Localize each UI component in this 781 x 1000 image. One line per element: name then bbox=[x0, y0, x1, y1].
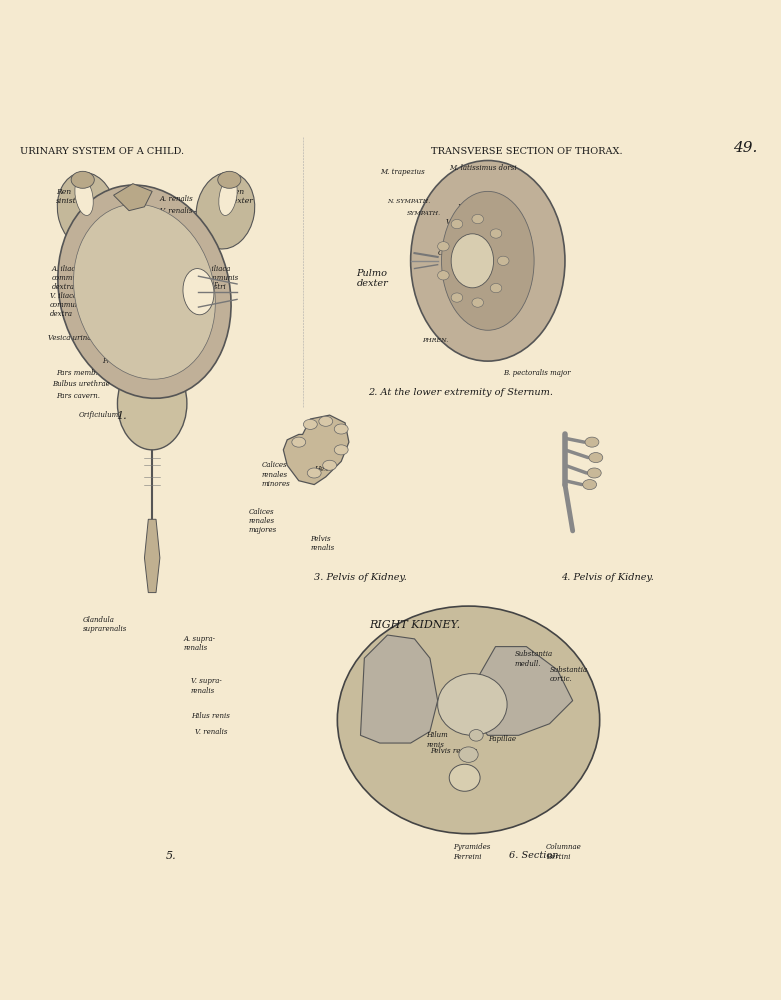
Text: V. renalis: V. renalis bbox=[194, 728, 227, 736]
Text: Bulbus urethrae: Bulbus urethrae bbox=[52, 380, 109, 388]
Polygon shape bbox=[465, 647, 572, 735]
Ellipse shape bbox=[218, 171, 241, 188]
Ellipse shape bbox=[196, 172, 255, 249]
Text: PHREN.: PHREN. bbox=[423, 338, 448, 343]
Ellipse shape bbox=[57, 172, 116, 249]
Text: Aort.: Aort. bbox=[453, 238, 471, 246]
Text: Calices
renales
minores: Calices renales minores bbox=[262, 461, 291, 488]
Text: Hilus renis: Hilus renis bbox=[191, 712, 230, 720]
Ellipse shape bbox=[437, 271, 449, 280]
Text: Pelvis
renalis: Pelvis renalis bbox=[310, 535, 334, 552]
Text: Pulmo
dexter: Pulmo dexter bbox=[357, 269, 388, 288]
Ellipse shape bbox=[469, 730, 483, 741]
Ellipse shape bbox=[583, 480, 597, 490]
Text: 49.: 49. bbox=[733, 141, 758, 155]
Text: A. supra-
renalis: A. supra- renalis bbox=[183, 635, 215, 652]
Text: 1.: 1. bbox=[116, 411, 127, 421]
Polygon shape bbox=[361, 635, 437, 743]
Text: 5.: 5. bbox=[166, 851, 177, 861]
Text: Art. pulmon.: Art. pulmon. bbox=[461, 284, 505, 292]
Text: Med.
cord.: Med. cord. bbox=[457, 203, 475, 220]
Text: A. renalis: A. renalis bbox=[160, 195, 194, 203]
Ellipse shape bbox=[459, 747, 478, 762]
Text: Prostate: Prostate bbox=[102, 357, 132, 365]
Text: Vesica urinaria: Vesica urinaria bbox=[48, 334, 101, 342]
Text: 2. At the lower extremity of Sternum.: 2. At the lower extremity of Sternum. bbox=[369, 388, 553, 397]
Ellipse shape bbox=[587, 468, 601, 478]
Polygon shape bbox=[144, 519, 160, 593]
Text: Pars memb.: Pars memb. bbox=[55, 369, 98, 377]
Text: 6. Section: 6. Section bbox=[509, 851, 559, 860]
Ellipse shape bbox=[490, 283, 502, 293]
Polygon shape bbox=[284, 415, 349, 485]
Ellipse shape bbox=[303, 419, 317, 429]
Ellipse shape bbox=[411, 161, 565, 361]
Text: Oesoph.: Oesoph. bbox=[437, 249, 467, 257]
Ellipse shape bbox=[449, 764, 480, 791]
Text: N. SYMPATH.: N. SYMPATH. bbox=[387, 199, 431, 204]
Text: Orificiulum.: Orificiulum. bbox=[79, 411, 121, 419]
Ellipse shape bbox=[58, 185, 231, 398]
Text: Glandula
suprarenalis: Glandula suprarenalis bbox=[83, 616, 127, 633]
Text: Hilum
renis: Hilum renis bbox=[426, 731, 448, 749]
Text: Ren
sinister: Ren sinister bbox=[55, 188, 84, 205]
Ellipse shape bbox=[319, 416, 333, 426]
Ellipse shape bbox=[451, 219, 462, 229]
Ellipse shape bbox=[437, 674, 507, 735]
Text: 4. Pelvis of Kidney.: 4. Pelvis of Kidney. bbox=[561, 573, 654, 582]
Text: A. iliaca
communis
dextra: A. iliaca communis dextra bbox=[52, 265, 88, 291]
Text: Papillae: Papillae bbox=[488, 735, 515, 743]
Ellipse shape bbox=[334, 445, 348, 455]
Text: Pulmo
sinister: Pulmo sinister bbox=[495, 257, 533, 276]
Text: V. supra-
renalis: V. supra- renalis bbox=[191, 677, 222, 695]
Text: Columnae
Bertini: Columnae Bertini bbox=[546, 843, 581, 861]
Ellipse shape bbox=[219, 177, 237, 215]
Ellipse shape bbox=[451, 293, 462, 302]
Ellipse shape bbox=[451, 234, 494, 288]
Text: M. trapezius: M. trapezius bbox=[380, 168, 425, 176]
Text: 3. Pelvis of Kidney.: 3. Pelvis of Kidney. bbox=[314, 573, 407, 582]
Ellipse shape bbox=[441, 191, 534, 330]
Ellipse shape bbox=[585, 437, 599, 447]
Ellipse shape bbox=[437, 242, 449, 251]
Polygon shape bbox=[113, 184, 152, 211]
Text: Pars cavern.: Pars cavern. bbox=[55, 392, 100, 400]
Text: Substantia
cortic.: Substantia cortic. bbox=[550, 666, 587, 683]
Ellipse shape bbox=[117, 357, 187, 450]
Ellipse shape bbox=[71, 171, 95, 188]
Ellipse shape bbox=[589, 453, 603, 463]
Text: M. latissimus dorsi: M. latissimus dorsi bbox=[449, 164, 517, 172]
Text: RIGHT KIDNEY.: RIGHT KIDNEY. bbox=[369, 620, 460, 630]
Text: A. iliaca
communis
sinistri: A. iliaca communis sinistri bbox=[202, 265, 238, 291]
Text: Hex: Hex bbox=[314, 465, 329, 473]
Text: Substantia
medull.: Substantia medull. bbox=[515, 650, 553, 668]
Ellipse shape bbox=[323, 460, 337, 470]
Text: TRANSVERSE SECTION OF THORAX.: TRANSVERSE SECTION OF THORAX. bbox=[430, 147, 622, 156]
Text: Vertebra: Vertebra bbox=[445, 218, 476, 226]
Text: Pyramides
Ferreini: Pyramides Ferreini bbox=[453, 843, 490, 861]
Ellipse shape bbox=[73, 204, 216, 379]
Text: Calices: Calices bbox=[462, 722, 487, 730]
Ellipse shape bbox=[490, 229, 502, 238]
Ellipse shape bbox=[497, 256, 509, 265]
Text: Pelvis renalis: Pelvis renalis bbox=[430, 747, 477, 755]
Text: V. renalis: V. renalis bbox=[160, 207, 192, 215]
Ellipse shape bbox=[472, 214, 483, 224]
Ellipse shape bbox=[307, 468, 321, 478]
Text: Ren
dexter: Ren dexter bbox=[230, 188, 254, 205]
Text: V. iliaca
communis
dextra: V. iliaca communis dextra bbox=[49, 292, 86, 318]
Ellipse shape bbox=[75, 177, 93, 215]
Text: Ureter: Ureter bbox=[83, 242, 106, 250]
Text: SYMPATH.: SYMPATH. bbox=[407, 211, 441, 216]
Ellipse shape bbox=[334, 424, 348, 434]
Text: Ureter: Ureter bbox=[194, 280, 219, 288]
Ellipse shape bbox=[183, 269, 214, 315]
Text: Calices
renales
majores: Calices renales majores bbox=[248, 508, 277, 534]
Text: B. pectoralis major: B. pectoralis major bbox=[503, 369, 571, 377]
Text: URINARY SYSTEM OF A CHILD.: URINARY SYSTEM OF A CHILD. bbox=[20, 147, 184, 156]
Ellipse shape bbox=[472, 298, 483, 307]
Ellipse shape bbox=[292, 437, 305, 447]
Ellipse shape bbox=[337, 606, 600, 834]
